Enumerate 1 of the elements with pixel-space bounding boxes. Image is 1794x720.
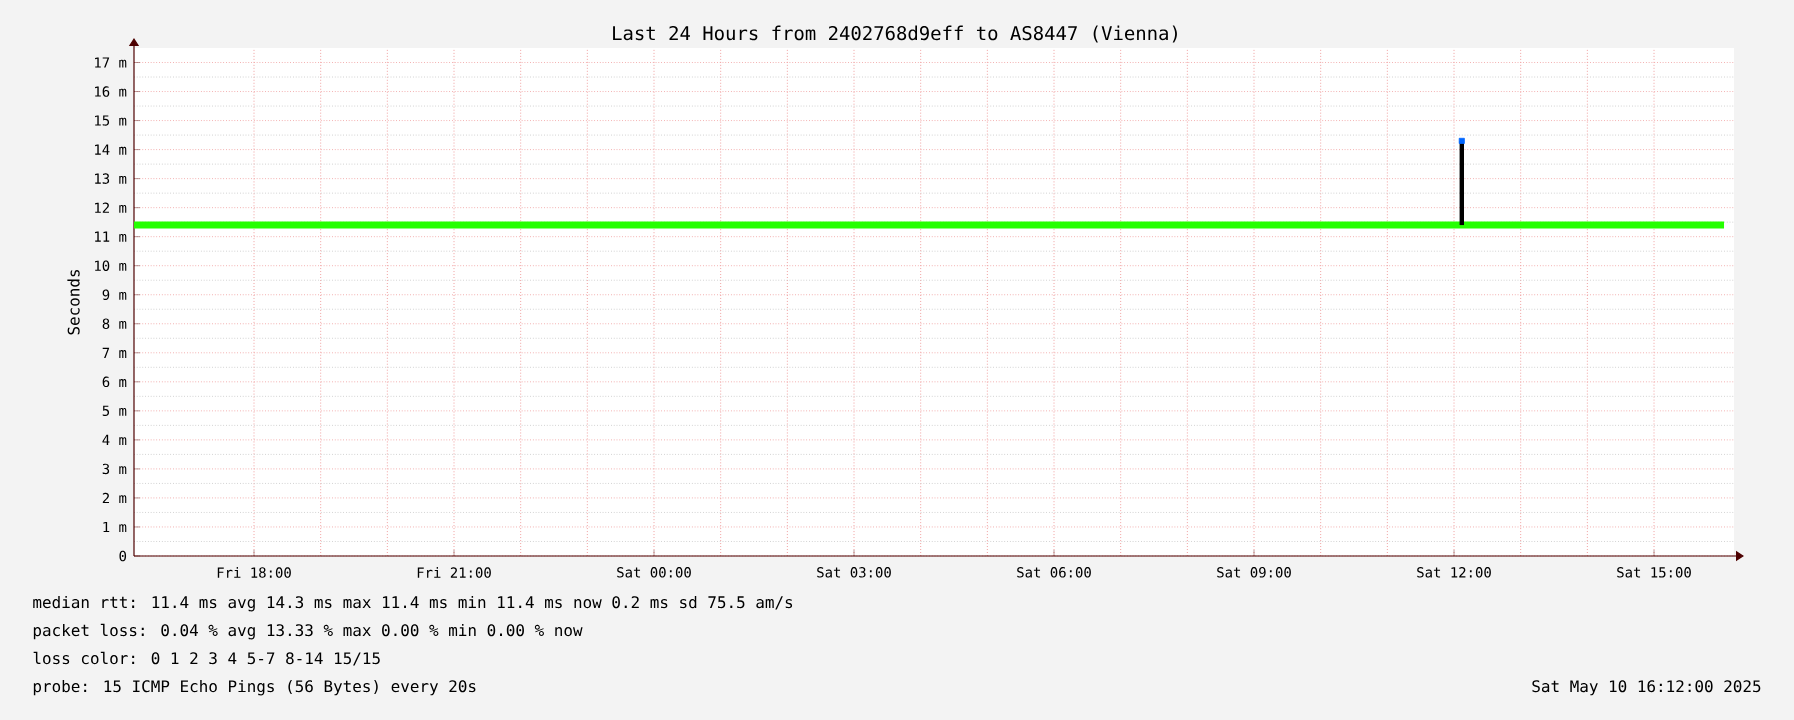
chart-title: Last 24 Hours from 2402768d9eff to AS8447 (Vienna)	[613, 25, 1177, 43]
